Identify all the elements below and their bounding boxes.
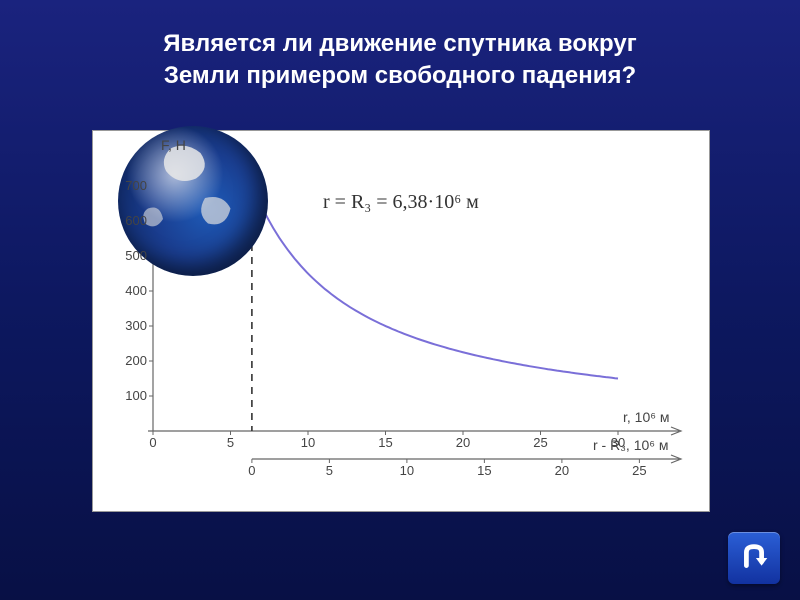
x1-tick-label: 20: [453, 435, 473, 450]
x2-tick-label: 5: [319, 463, 339, 478]
y-axis-label: F, H: [161, 137, 186, 153]
x2-tick-label: 0: [242, 463, 262, 478]
x2-tick-label: 15: [474, 463, 494, 478]
y-tick-label: 600: [125, 213, 147, 228]
x2-tick-label: 20: [552, 463, 572, 478]
u-turn-icon: [735, 539, 773, 577]
y-tick-label: 300: [125, 318, 147, 333]
y-tick-label: 500: [125, 248, 147, 263]
y-tick-label: 400: [125, 283, 147, 298]
back-button[interactable]: [728, 532, 780, 584]
heading-line1: Является ли движение спутника вокруг: [60, 28, 740, 60]
x1-tick-label: 0: [143, 435, 163, 450]
x2-tick-label: 10: [397, 463, 417, 478]
x1-tick-label: 10: [298, 435, 318, 450]
x2-axis-label: r - R₃, 10⁶ м: [593, 437, 669, 453]
x1-axis-label: r, 10⁶ м: [623, 409, 670, 425]
x1-tick-label: 25: [531, 435, 551, 450]
heading: Является ли движение спутника вокруг Зем…: [0, 0, 800, 93]
y-tick-label: 100: [125, 388, 147, 403]
y-tick-label: 200: [125, 353, 147, 368]
heading-line2: Земли примером свободного падения?: [60, 60, 740, 92]
formula-text: r = R₃ = 6,38·10⁶ м: [323, 191, 479, 214]
x1-tick-label: 5: [221, 435, 241, 450]
y-tick-label: 700: [125, 178, 147, 193]
chart-area: r = R₃ = 6,38·10⁶ м 10020030040050060070…: [92, 130, 710, 512]
x1-tick-label: 15: [376, 435, 396, 450]
x2-tick-label: 25: [629, 463, 649, 478]
